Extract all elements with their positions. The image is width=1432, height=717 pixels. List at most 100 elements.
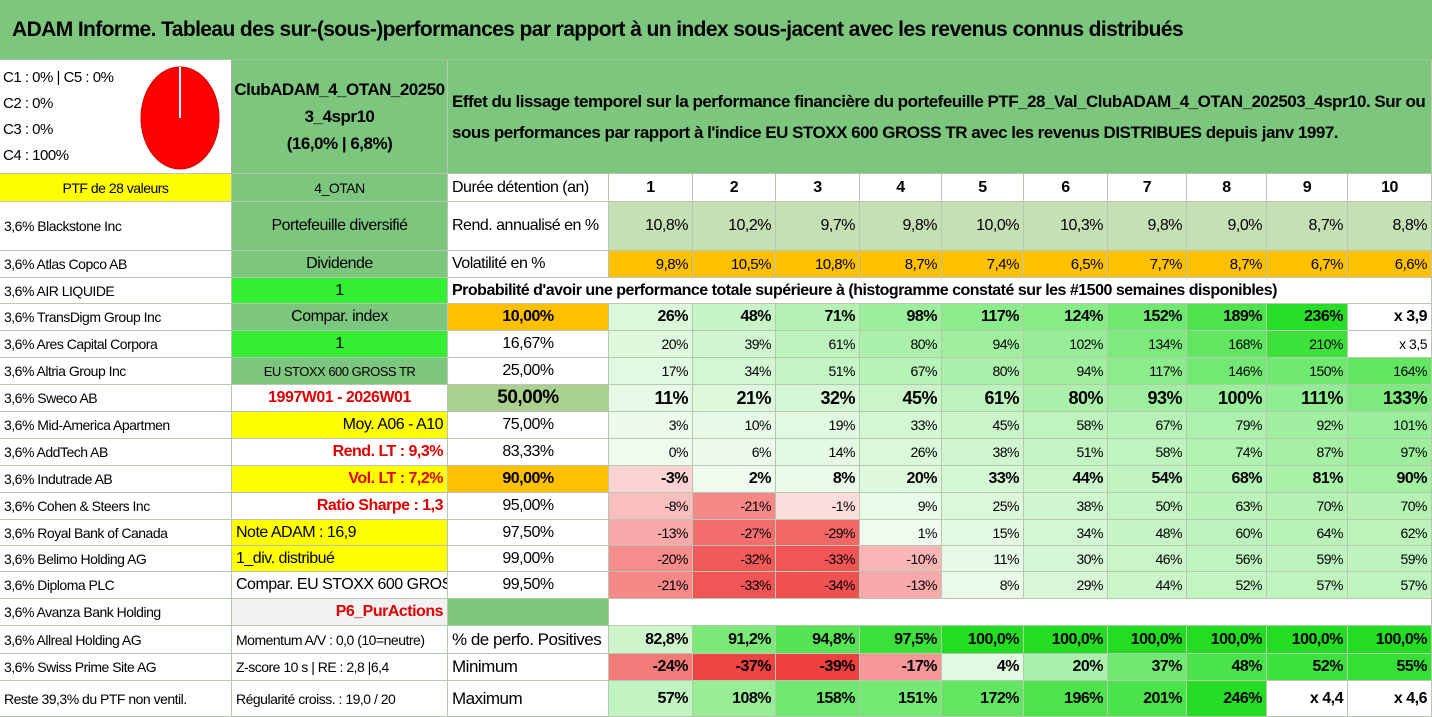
probability-value[interactable]: 51% (776, 358, 860, 385)
probability-value[interactable]: 57% (1348, 572, 1432, 599)
info-cell[interactable]: P6_PurActions (232, 599, 448, 626)
probability-title[interactable]: Probabilité d'avoir une performance tota… (448, 278, 1432, 304)
year-header[interactable]: 3 (776, 174, 860, 202)
duration-label[interactable]: Durée détention (an) (448, 174, 609, 202)
info-cell[interactable]: 1 (232, 331, 448, 358)
quantile-label[interactable]: 99,00% (448, 546, 609, 572)
probability-value[interactable]: 2% (693, 466, 776, 493)
min-value[interactable]: 4% (942, 654, 1024, 681)
probability-value[interactable]: 54% (1108, 466, 1187, 493)
probability-value[interactable]: 94% (1024, 358, 1108, 385)
max-label[interactable]: Maximum (448, 681, 609, 717)
year-header[interactable]: 8 (1187, 174, 1267, 202)
probability-value[interactable]: 11% (609, 385, 693, 412)
info-cell[interactable]: 1_div. distribué (232, 546, 448, 572)
probability-value[interactable]: 34% (1024, 520, 1108, 546)
probability-value[interactable]: 20% (860, 466, 942, 493)
probability-value[interactable]: 38% (942, 439, 1024, 466)
info-cell[interactable]: Vol. LT : 7,2% (232, 466, 448, 493)
probability-value[interactable]: 236% (1267, 304, 1348, 331)
probability-value[interactable]: 146% (1187, 358, 1267, 385)
fund-name-cell[interactable]: ClubADAM_4_OTAN_20250 3_4spr10 (16,0% | … (232, 60, 448, 174)
min-value[interactable]: 52% (1267, 654, 1348, 681)
probability-value[interactable]: 51% (1024, 439, 1108, 466)
min-value[interactable]: 48% (1187, 654, 1267, 681)
probability-value[interactable]: 52% (1187, 572, 1267, 599)
probability-value[interactable]: 150% (1267, 358, 1348, 385)
probability-value[interactable]: 3% (609, 412, 693, 439)
info-cell[interactable]: Régularité croiss. : 19,0 / 20 (232, 681, 448, 717)
probability-value[interactable]: -21% (693, 493, 776, 520)
probability-value[interactable]: -33% (693, 572, 776, 599)
probability-value[interactable]: 90% (1348, 466, 1432, 493)
probability-value[interactable]: 58% (1024, 412, 1108, 439)
holding-row[interactable]: 3,6% Allreal Holding AG (0, 626, 232, 654)
probability-value[interactable]: 33% (942, 466, 1024, 493)
info-cell[interactable]: Momentum A/V : 0,0 (10=neutre) (232, 626, 448, 654)
vol-value[interactable]: 7,4% (942, 251, 1024, 278)
max-value[interactable]: 57% (609, 681, 693, 717)
rend-value[interactable]: 9,0% (1187, 202, 1267, 251)
probability-value[interactable]: -33% (776, 546, 860, 572)
probability-value[interactable]: -13% (860, 572, 942, 599)
probability-value[interactable]: 102% (1024, 331, 1108, 358)
pos-value[interactable]: 91,2% (693, 626, 776, 654)
probability-value[interactable]: -34% (776, 572, 860, 599)
spacer-cell[interactable] (448, 599, 609, 626)
rend-value[interactable]: 10,0% (942, 202, 1024, 251)
probability-value[interactable]: 70% (1267, 493, 1348, 520)
max-value[interactable]: 246% (1187, 681, 1267, 717)
max-value[interactable]: 172% (942, 681, 1024, 717)
max-value[interactable]: 108% (693, 681, 776, 717)
ptf-count-label[interactable]: PTF de 28 valeurs (0, 174, 232, 202)
year-header[interactable]: 2 (693, 174, 776, 202)
probability-value[interactable]: 94% (942, 331, 1024, 358)
min-value[interactable]: 55% (1348, 654, 1432, 681)
probability-value[interactable]: 59% (1267, 546, 1348, 572)
vol-value[interactable]: 7,7% (1108, 251, 1187, 278)
max-value[interactable]: 158% (776, 681, 860, 717)
probability-value[interactable]: 14% (776, 439, 860, 466)
probability-value[interactable]: 59% (1348, 546, 1432, 572)
holding-row[interactable]: 3,6% Ares Capital Corpora (0, 331, 232, 358)
probability-value[interactable]: 26% (860, 439, 942, 466)
holding-row[interactable]: 3,6% Royal Bank of Canada (0, 520, 232, 546)
rend-value[interactable]: 10,3% (1024, 202, 1108, 251)
probability-value[interactable]: 9% (860, 493, 942, 520)
probability-value[interactable]: 210% (1267, 331, 1348, 358)
allocation-cell[interactable]: C1 : 0% | C5 : 0% C2 : 0% C3 : 0% C4 : 1… (0, 60, 232, 174)
year-header[interactable]: 6 (1024, 174, 1108, 202)
probability-value[interactable]: 20% (609, 331, 693, 358)
pos-value[interactable]: 100,0% (1024, 626, 1108, 654)
probability-value[interactable]: x 3,5 (1348, 331, 1432, 358)
probability-value[interactable]: 45% (942, 412, 1024, 439)
quantile-label[interactable]: 83,33% (448, 439, 609, 466)
probability-value[interactable]: 39% (693, 331, 776, 358)
pos-value[interactable]: 100,0% (1267, 626, 1348, 654)
probability-value[interactable]: 60% (1187, 520, 1267, 546)
probability-value[interactable]: 26% (609, 304, 693, 331)
probability-value[interactable]: 70% (1348, 493, 1432, 520)
year-header[interactable]: 4 (860, 174, 942, 202)
probability-value[interactable]: 152% (1108, 304, 1187, 331)
probability-value[interactable]: 97% (1348, 439, 1432, 466)
probability-value[interactable]: 189% (1187, 304, 1267, 331)
quantile-label[interactable]: 16,67% (448, 331, 609, 358)
holding-row[interactable]: 3,6% Belimo Holding AG (0, 546, 232, 572)
vol-value[interactable]: 8,7% (860, 251, 942, 278)
probability-value[interactable]: 164% (1348, 358, 1432, 385)
quantile-label[interactable]: 25,00% (448, 358, 609, 385)
vol-value[interactable]: 8,7% (1187, 251, 1267, 278)
probability-value[interactable]: 15% (942, 520, 1024, 546)
quantile-label[interactable]: 90,00% (448, 466, 609, 493)
probability-value[interactable]: 111% (1267, 385, 1348, 412)
probability-value[interactable]: 100% (1187, 385, 1267, 412)
pos-value[interactable]: 94,8% (776, 626, 860, 654)
probability-value[interactable]: -29% (776, 520, 860, 546)
pos-value[interactable]: 82,8% (609, 626, 693, 654)
probability-value[interactable]: 57% (1267, 572, 1348, 599)
quantile-label[interactable]: 97,50% (448, 520, 609, 546)
holding-row[interactable]: 3,6% AddTech AB (0, 439, 232, 466)
holding-row[interactable]: 3,6% Diploma PLC (0, 572, 232, 599)
vol-value[interactable]: 6,7% (1267, 251, 1348, 278)
